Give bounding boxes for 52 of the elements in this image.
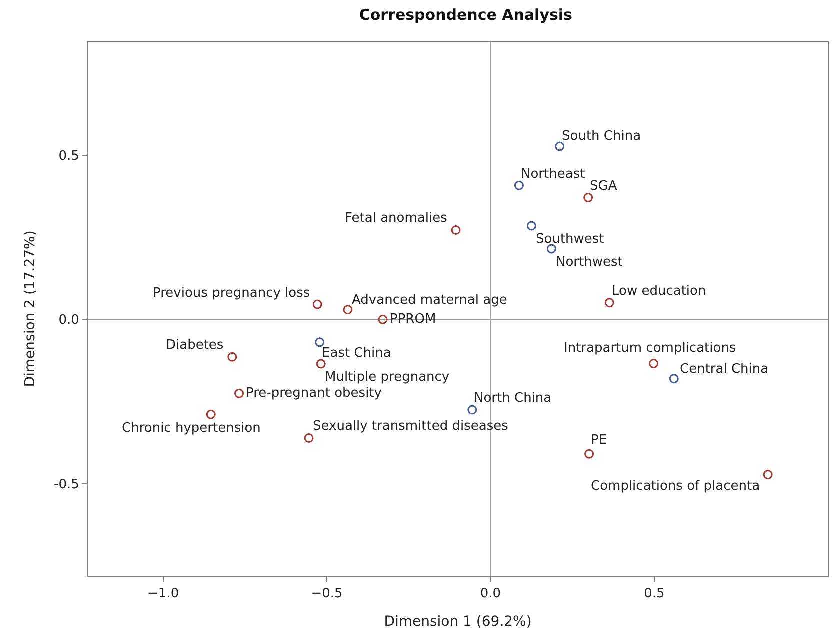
point	[546, 244, 556, 254]
point	[604, 298, 614, 308]
annotation: PPROM	[390, 312, 436, 327]
annotation: PE	[591, 433, 608, 448]
point	[228, 352, 238, 362]
annotation: Sexually transmitted diseases	[313, 419, 509, 434]
annotation: Previous pregnancy loss	[153, 286, 310, 301]
annotation: Intrapartum complications	[564, 341, 736, 356]
y-tick-label: -0.5	[54, 478, 80, 493]
annotation: East China	[322, 346, 392, 361]
annotation: Fetal anomalies	[345, 211, 448, 226]
x-tick-label: −0.5	[311, 586, 343, 602]
point	[649, 358, 659, 368]
annotation: South China	[562, 129, 642, 144]
point	[206, 410, 216, 420]
annotation: Complications of placenta	[591, 479, 760, 494]
point	[451, 226, 461, 236]
annotation: Southwest	[536, 232, 604, 247]
annotation: Multiple pregnancy	[325, 370, 450, 385]
point	[584, 449, 594, 459]
point	[514, 180, 524, 190]
point	[234, 388, 244, 398]
point	[555, 142, 565, 152]
x-tick-label: −1.0	[148, 586, 180, 602]
annotation: Central China	[680, 362, 769, 377]
point	[378, 314, 388, 324]
annotation: Advanced maternal age	[352, 293, 508, 308]
annotation: SGA	[590, 179, 618, 194]
annotation: Pre-pregnant obesity	[246, 386, 382, 401]
point	[584, 193, 594, 203]
chart-title: Correspondence Analysis	[359, 6, 573, 24]
point	[468, 405, 478, 415]
x-axis-title: Dimension 1 (69.2%)	[384, 614, 532, 630]
point	[669, 374, 679, 384]
point	[763, 470, 773, 480]
x-tick-label: 0.5	[644, 586, 665, 602]
annotation: Diabetes	[166, 338, 224, 353]
point	[312, 300, 322, 310]
point	[315, 338, 325, 348]
x-tick-label: 0.0	[480, 586, 502, 602]
point	[304, 434, 314, 444]
y-tick-label: 0.0	[58, 313, 80, 328]
annotation: North China	[474, 391, 552, 406]
annotation: Chronic hypertension	[122, 421, 261, 436]
annotation: Low education	[612, 284, 706, 299]
y-tick-label: 0.5	[58, 148, 80, 164]
y-axis-title: Dimension 2 (17.27%)	[22, 230, 39, 388]
point	[316, 359, 326, 369]
annotation: Northeast	[521, 167, 586, 182]
point	[526, 221, 536, 231]
point	[343, 305, 353, 315]
annotation: Northwest	[556, 255, 623, 270]
